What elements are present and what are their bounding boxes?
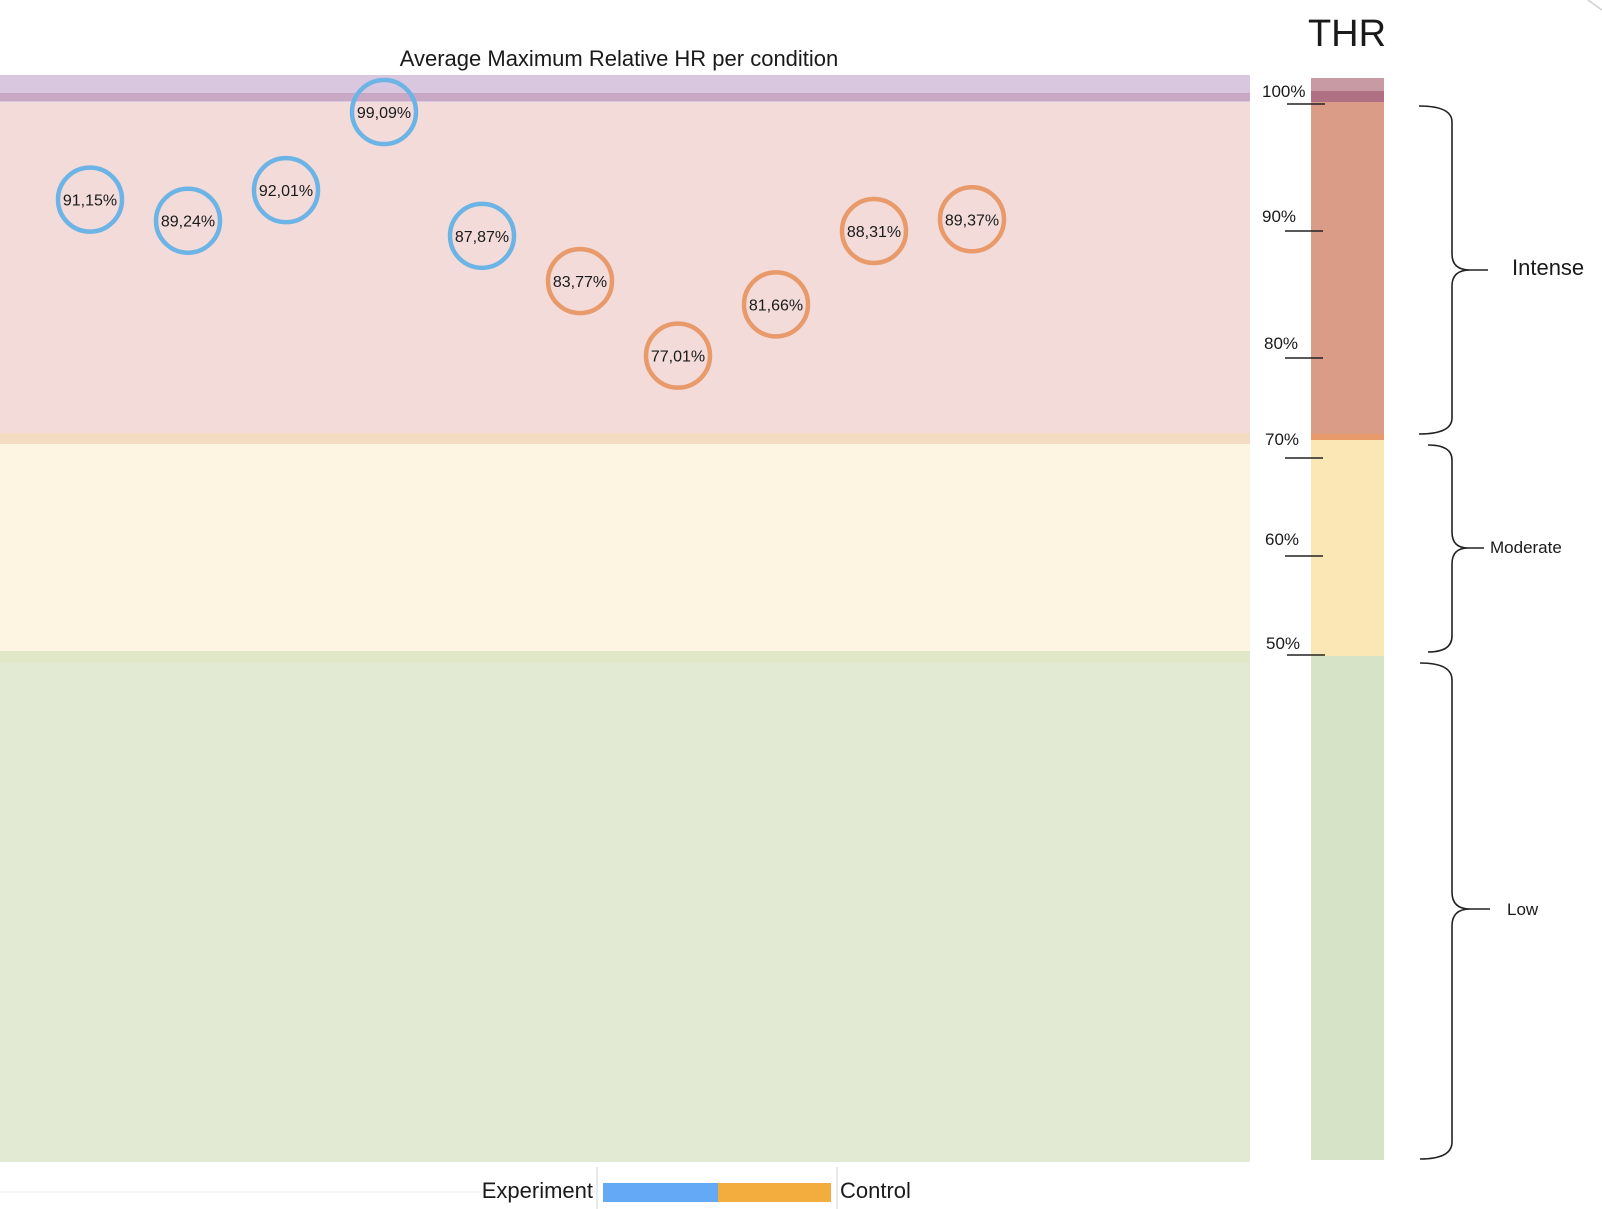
data-point-marker [643,321,713,390]
plot-background [0,75,1250,1162]
data-point-label: 87,87% [455,229,509,246]
tick-label-90: 90% [1262,207,1296,226]
thr-low-segment [1311,656,1384,1160]
data-point-label: 77,01% [651,349,705,366]
data-point-label: 91,15% [63,193,117,210]
data-point: 77,01% [643,321,713,390]
moderate-zone-band [0,444,1250,651]
chart-title: Average Maximum Relative HR per conditio… [400,46,839,71]
data-point-marker [741,270,811,339]
zone-label-low: Low [1507,900,1539,919]
data-point: 92,01% [251,155,321,225]
thr-intense-edge [1311,434,1384,440]
tick-label-80: 80% [1264,334,1298,353]
data-point-marker [251,155,321,225]
data-point: 99,09% [349,77,419,147]
max-zone-line [0,93,1250,101]
legend: Experiment Control [0,1167,911,1209]
data-point-label: 89,24% [161,214,215,231]
zone-braces [1418,105,1490,1160]
tick-label-50: 50% [1266,634,1300,653]
intense-zone-band [0,102,1250,433]
thr-scale: THR 100% 90% 80% 70% 60% 50% [1262,13,1386,1160]
brace-moderate [1427,444,1484,653]
data-point-marker [349,77,419,147]
data-point: 89,37% [937,185,1007,254]
zone-label-intense: Intense [1512,255,1584,280]
data-point-marker [839,196,909,266]
thr-max-line [1311,91,1384,102]
thr-moderate-segment [1311,440,1384,656]
data-points: 91,15% 89,24% 92,01% 99,09% 87,87% 83,77% 77,0… [55,77,1007,390]
data-point-label: 99,09% [357,105,411,122]
data-point-label: 83,77% [553,274,607,291]
data-point-label: 88,31% [847,224,901,241]
data-point-marker [55,165,125,234]
moderate-low-border [0,651,1250,663]
intense-moderate-border [0,433,1250,444]
zone-label-moderate: Moderate [1490,538,1562,557]
data-point-label: 81,66% [749,297,803,314]
thr-title: THR [1308,13,1386,55]
legend-swatch-experiment [603,1183,718,1202]
legend-swatch-control [718,1183,831,1202]
data-point: 83,77% [545,246,615,316]
thr-intense-segment [1311,102,1384,434]
data-point-marker [545,246,615,316]
tick-label-60: 60% [1265,530,1299,549]
data-point-label: 92,01% [259,183,313,200]
data-point: 89,24% [153,186,223,255]
low-zone-band [0,663,1250,1162]
data-point-marker [153,186,223,255]
data-point-label: 89,37% [945,212,999,229]
data-point: 81,66% [741,270,811,339]
legend-label-experiment: Experiment [482,1178,593,1203]
thr-max-segment [1311,78,1384,92]
tick-label-100: 100% [1262,82,1305,101]
data-point: 91,15% [55,165,125,234]
data-point-marker [937,185,1007,254]
legend-label-control: Control [840,1178,911,1203]
data-point: 88,31% [839,196,909,266]
thr-ticks: 100% 90% 80% 70% 60% 50% [1262,82,1325,656]
brace-intense [1418,105,1488,435]
data-point: 87,87% [447,201,517,271]
tick-label-70: 70% [1265,430,1299,449]
data-point-marker [447,201,517,271]
top-right-mark [1587,0,1602,11]
brace-low [1419,662,1490,1160]
